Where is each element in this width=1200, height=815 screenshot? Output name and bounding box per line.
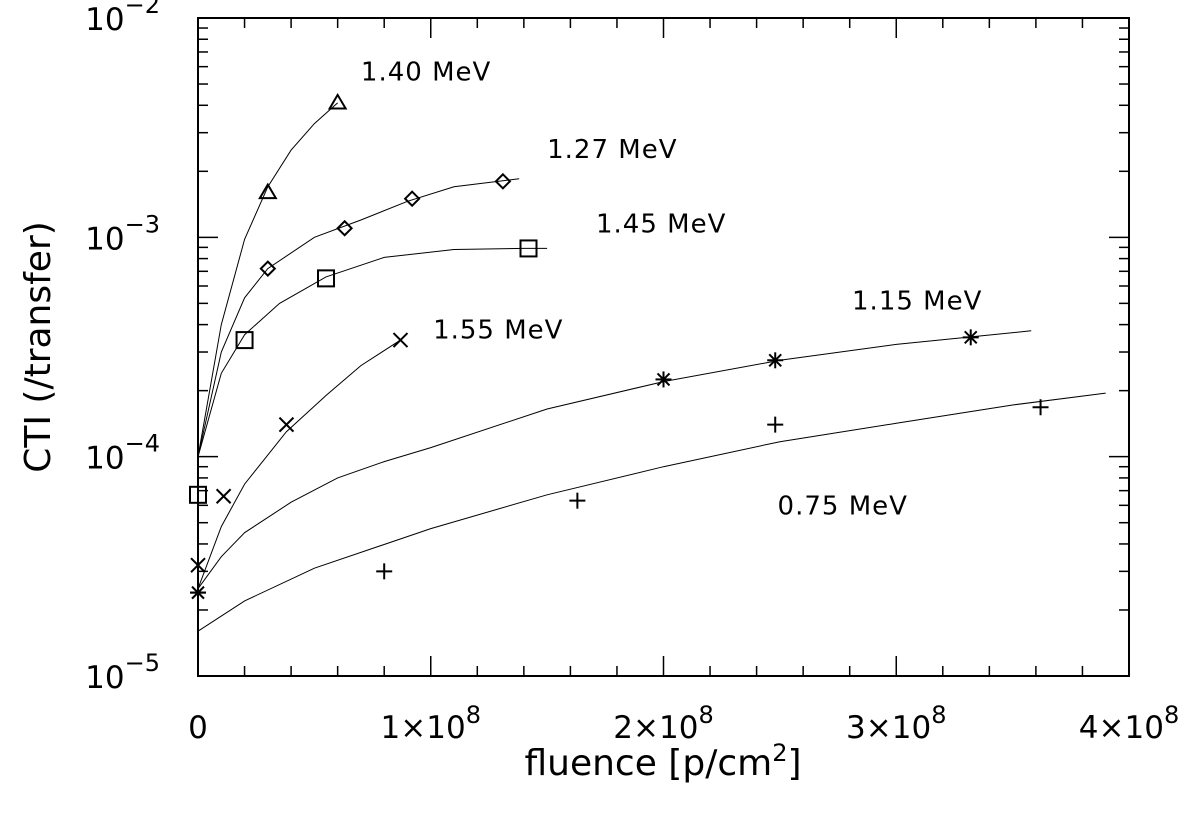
data-point-square	[519, 239, 538, 258]
marker-stroke	[278, 416, 295, 433]
marker-stroke	[392, 332, 409, 348]
marker-shape	[259, 260, 277, 278]
marker-shape	[258, 182, 278, 200]
series-label: 1.40 MeV	[361, 57, 491, 87]
marker-stroke	[964, 330, 978, 345]
data-point-diamond	[494, 172, 512, 190]
series-label: 1.55 MeV	[433, 316, 563, 346]
marker-stroke	[656, 372, 671, 387]
data-point-asterisk	[962, 329, 979, 346]
tick-labels-layer: 0 1×108 2×108 3×108 4×108 10−5 10−4 10−3 10−2	[85, 0, 1179, 746]
data-point-x	[392, 332, 409, 348]
data-point-triangle	[327, 92, 348, 110]
fit-curve	[197, 102, 338, 457]
data-point-plus	[1032, 399, 1049, 416]
y-axis-title: CTI (/transfer)	[18, 221, 59, 473]
plot-frame	[197, 17, 1130, 677]
fit-curve	[197, 247, 548, 457]
data-point-asterisk	[767, 352, 784, 369]
x-axis-title: fluence [p/cm2]	[524, 739, 801, 784]
data-point-triangle	[258, 182, 278, 200]
series-label: 0.75 MeV	[778, 491, 908, 521]
x-tick-label: 1×108	[381, 701, 481, 746]
data-point-plus	[376, 563, 393, 580]
data-point-asterisk	[655, 371, 672, 388]
y-tick-label: 10−4	[85, 430, 160, 477]
data-point-x	[215, 488, 232, 504]
marker-stroke	[215, 488, 232, 504]
series-annotations-layer: 1.40 MeV 1.27 MeV 1.45 MeV 1.15 MeV 1.55 MeV…	[361, 57, 982, 521]
data-point-square	[317, 269, 336, 288]
x-tick-label: 4×108	[1079, 701, 1179, 746]
marker-shape	[317, 269, 336, 288]
x-tick-label: 0	[188, 710, 208, 746]
y-tick-label: 10−3	[85, 210, 160, 257]
data-point-diamond	[403, 190, 421, 208]
data-point-x	[278, 416, 295, 433]
marker-shape	[494, 172, 512, 190]
marker-shape	[403, 190, 421, 208]
data-point-diamond	[336, 219, 354, 237]
fit-curve	[197, 178, 520, 457]
data-point-plus	[767, 416, 784, 433]
fit-curve	[197, 330, 1032, 589]
y-tick-label: 10−5	[85, 649, 160, 696]
marker-shape	[327, 92, 348, 110]
marker-shape	[336, 219, 354, 237]
marker-shape	[519, 239, 538, 258]
fit-curve	[197, 339, 401, 589]
series-label: 1.27 MeV	[547, 135, 677, 165]
x-tick-label: 2×108	[613, 701, 713, 746]
data-point-square	[235, 331, 254, 350]
data-point-plus	[569, 492, 586, 509]
marker-stroke	[768, 353, 782, 368]
fit-curve	[197, 392, 1106, 632]
x-tick-label: 3×108	[846, 701, 946, 746]
marker-shape	[235, 331, 254, 350]
series-label: 1.15 MeV	[852, 286, 982, 316]
series-label: 1.45 MeV	[596, 210, 726, 240]
fit-curves-layer	[197, 102, 1106, 632]
data-points-layer	[189, 92, 1049, 601]
data-point-diamond	[259, 260, 277, 278]
y-tick-label: 10−2	[85, 0, 160, 38]
